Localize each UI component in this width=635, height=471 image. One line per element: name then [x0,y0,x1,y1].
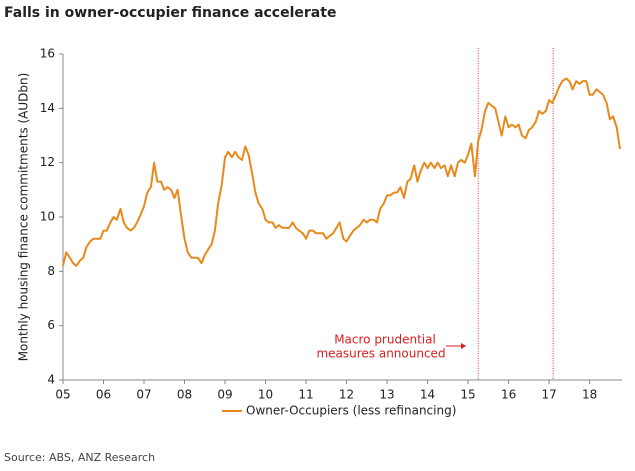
x-tick-label: 15 [460,388,475,402]
legend-label: Owner-Occupiers (less refinancing) [246,404,456,418]
y-axis-label: Monthly housing finance commitments (AUD… [17,73,31,362]
y-tick-label: 10 [40,210,55,224]
x-tick-label: 11 [298,388,313,402]
data-line [62,77,621,267]
x-tick-label: 12 [339,388,354,402]
y-tick-label: 12 [40,155,55,169]
x-tick-label: 13 [379,388,394,402]
y-tick-label: 16 [40,47,55,61]
x-tick-label: 10 [258,388,273,402]
x-tick-label: 14 [420,388,435,402]
x-tick-label: 18 [582,388,597,402]
annotation: measures announced [316,347,445,361]
x-tick-label: 09 [217,388,232,402]
y-tick-label: 8 [47,264,55,278]
y-tick-label: 4 [47,373,55,387]
x-tick-label: 16 [501,388,516,402]
chart-title: Falls in owner-occupier finance accelera… [4,5,336,21]
x-tick-label: 17 [541,388,556,402]
x-tick-label: 08 [177,388,192,402]
annotation: Macro prudential [334,333,436,347]
y-tick-label: 6 [47,318,55,332]
x-tick-label: 06 [96,388,111,402]
annotation-arrowhead [461,343,466,349]
x-tick-label: 07 [136,388,151,402]
y-tick-label: 14 [40,101,55,115]
source-note: Source: ABS, ANZ Research [4,451,155,464]
x-tick-label: 05 [55,388,70,402]
